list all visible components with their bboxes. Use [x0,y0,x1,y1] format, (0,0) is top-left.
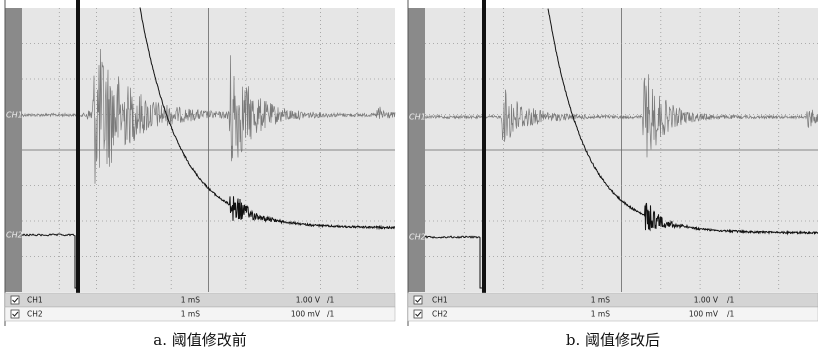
figure-canvas: CH1 CH2 CH1 1 mS 1.00 V/1 CH2 1 mS 100 mV/1 a. 阈… [0,0,818,351]
channel-strip [5,8,22,292]
table-cell: 1 mS [591,310,610,319]
table-row [5,307,395,321]
table-cell: /1 [327,296,335,305]
table-cell: 1.00 V [694,296,719,305]
channel-label: CH2 [409,233,426,242]
table-cell: 100 mV [291,310,321,319]
oscilloscope-panel: CH1 CH2 CH1 1 mS 1.00 V/1 CH2 1 mS 100 mV/1 a. 阈… [5,0,395,349]
table-row [5,293,395,307]
channel-label: CH2 [6,231,23,240]
table-cell: 1 mS [591,296,610,305]
trigger-line [76,0,80,294]
table-cell: 100 mV [689,310,719,319]
checkbox [414,296,422,304]
table-cell: 1 mS [181,310,200,319]
channel-label: CH1 [409,113,426,122]
checkbox [414,310,422,318]
table-cell: 1 mS [181,296,200,305]
table-cell: /1 [727,296,735,305]
oscilloscope-panel: CH1 CH2 CH1 1 mS 1.00 V/1 CH2 1 mS 100 mV/1 b. 阈… [408,0,818,349]
figure: CH1 CH2 CH1 1 mS 1.00 V/1 CH2 1 mS 100 mV/1 a. 阈… [0,0,818,351]
table-row [408,307,818,321]
table-cell: /1 [327,310,335,319]
table-cell: 1.00 V [296,296,321,305]
table-cell: CH1 [27,296,43,305]
channel-label: CH1 [6,111,23,120]
table-cell: /1 [727,310,735,319]
channel-strip [408,8,425,292]
checkbox [11,296,19,304]
table-row [408,293,818,307]
table-cell: CH1 [432,296,448,305]
trigger-line [482,0,486,294]
checkbox [11,310,19,318]
caption: b. 阈值修改后 [566,331,660,349]
table-cell: CH2 [432,310,448,319]
caption: a. 阈值修改前 [153,331,246,349]
table-cell: CH2 [27,310,43,319]
